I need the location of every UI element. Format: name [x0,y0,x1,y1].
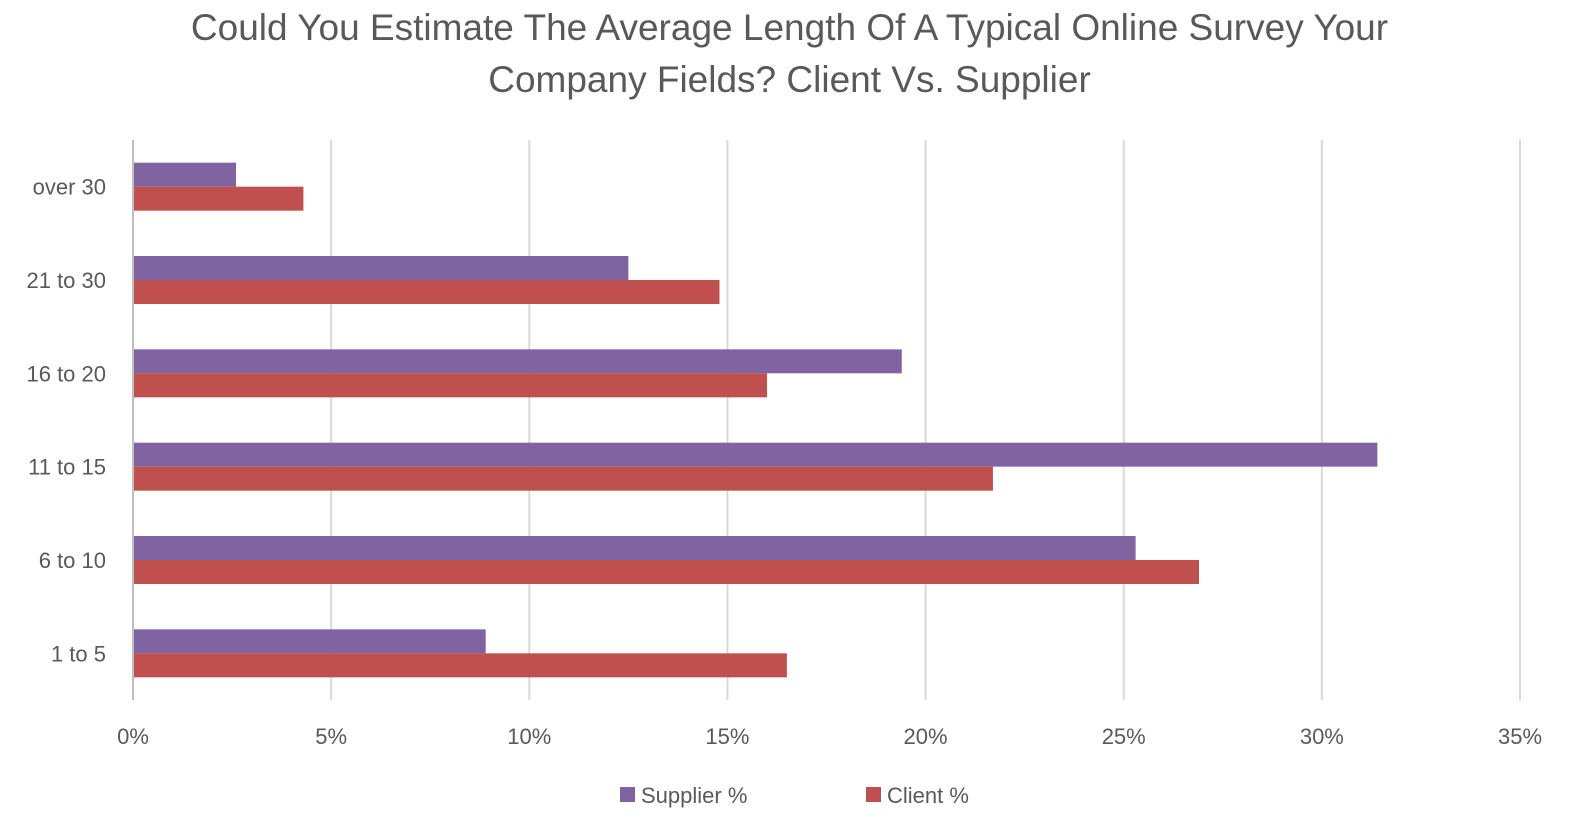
y-category-label: 1 to 5 [51,641,106,666]
bar-client [133,280,720,304]
legend-label: Client % [887,783,969,808]
y-category-label: 21 to 30 [26,268,106,293]
bar-supplier [133,442,1378,467]
x-tick-label: 15% [705,724,749,749]
gridlines [330,140,1521,700]
axes: 0% 5% 10% 15% 20% 25% 30% 35% 1 to 5 6 to 10 11 to… [26,140,1542,749]
bar-client [133,373,768,398]
bar-client [133,466,993,491]
bars [133,162,1378,678]
chart-title-line-2: Company Fields? Client Vs. Supplier [488,59,1091,100]
x-tick-label: 5% [315,724,347,749]
bar-client [133,653,787,678]
y-category-label: 6 to 10 [39,548,106,573]
x-tick-label: 30% [1300,724,1344,749]
legend-swatch [866,787,881,802]
y-category-label: 16 to 20 [26,361,106,386]
legend: Supplier % Client % [620,783,969,808]
x-tick-label: 20% [904,724,948,749]
bar-client [133,560,1200,584]
bar-supplier [133,629,486,654]
x-tick-label: 10% [507,724,551,749]
chart-title-line-1: Could You Estimate The Average Length Of… [190,7,1389,48]
x-tick-label: 35% [1498,724,1542,749]
y-category-label: over 30 [33,175,106,200]
y-category-label: 11 to 15 [28,455,106,480]
bar-supplier [133,349,902,374]
x-tick-label: 0% [117,724,149,749]
bar-supplier [133,536,1136,560]
chart-title: Could You Estimate The Average Length Of… [0,2,1579,106]
bar-client [133,186,304,211]
x-tick-label: 25% [1102,724,1146,749]
legend-swatch [620,787,635,802]
bar-supplier [133,256,629,280]
bar-supplier [133,162,237,187]
legend-label: Supplier % [641,783,747,808]
